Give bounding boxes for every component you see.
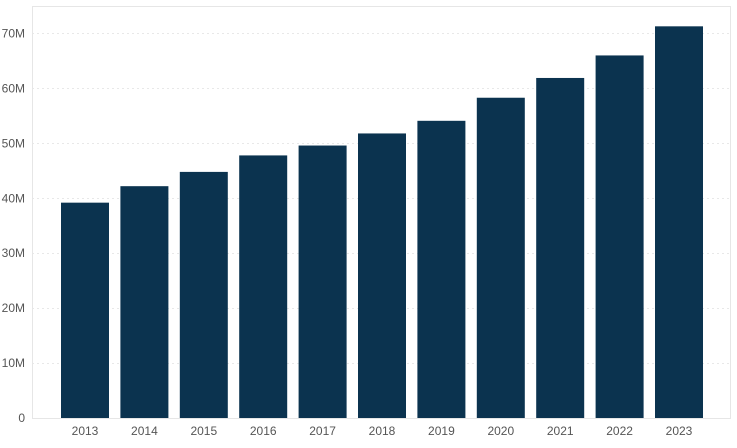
x-tick-label: 2013 [72,424,99,438]
x-tick-label: 2016 [250,424,277,438]
bar-2016 [239,155,288,418]
bar-2021 [536,77,585,418]
bar-2019 [417,120,466,418]
bar-2014 [120,186,169,418]
x-tick-label: 2014 [131,424,158,438]
bar-2018 [358,133,406,419]
bar-2013 [61,202,109,418]
y-tick-label: 10M [2,356,25,370]
bar-2023 [655,26,703,419]
y-axis-tick-labels: 0 10M 20M 30M 40M 50M 60M 70M [2,26,26,425]
x-tick-label: 2019 [428,424,455,438]
x-tick-label: 2021 [547,424,574,438]
bars [61,26,703,419]
bar-2015 [179,171,228,418]
y-tick-label: 60M [2,81,25,95]
x-tick-label: 2017 [309,424,336,438]
y-tick-label: 40M [2,191,25,205]
x-tick-label: 2015 [190,424,217,438]
bar-2017 [298,145,347,418]
y-tick-label: 20M [2,301,25,315]
bar-2020 [476,97,525,418]
x-tick-label: 2020 [487,424,514,438]
y-tick-label: 30M [2,246,25,260]
y-tick-label: 0 [18,411,25,425]
plot-frame [32,6,731,419]
y-tick-label: 70M [2,26,25,40]
x-tick-label: 2022 [606,424,633,438]
x-tick-label: 2018 [369,424,396,438]
y-tick-label: 50M [2,136,25,150]
x-tick-label: 2023 [666,424,693,438]
bar-2022 [595,55,644,418]
x-axis-tick-labels: 2013 2014 2015 2016 2017 2018 2019 2020 2021 2022… [72,424,693,438]
